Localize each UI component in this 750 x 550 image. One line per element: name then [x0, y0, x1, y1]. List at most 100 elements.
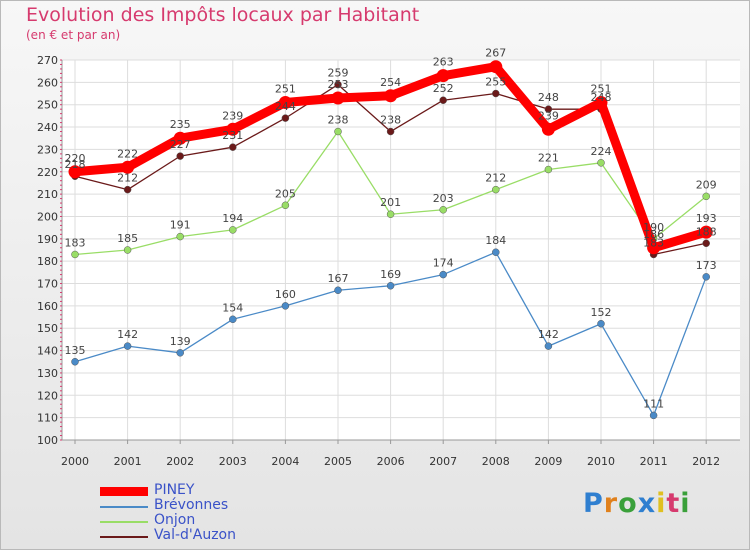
y-tick-label: 220 — [37, 166, 58, 179]
data-label-piney: 186 — [643, 228, 664, 241]
data-point-piney[interactable] — [594, 95, 608, 109]
proxiti-logo: Proxiti — [583, 488, 691, 519]
data-point-brevonnes[interactable] — [492, 248, 500, 256]
y-tick-label: 140 — [37, 345, 58, 358]
data-point-brevonnes[interactable] — [229, 315, 237, 324]
data-point-piney[interactable] — [173, 131, 187, 145]
data-label-brevonnes: 111 — [643, 397, 664, 410]
data-point-brevonnes[interactable] — [176, 349, 184, 357]
x-tick-label: 2007 — [429, 455, 457, 468]
data-point-val-d-auzon[interactable] — [281, 114, 290, 122]
x-tick-label: 2003 — [219, 455, 247, 468]
axes: 1001101201301401501601701801902002102202… — [37, 54, 740, 468]
legend-swatch-piney — [100, 487, 148, 496]
y-tick-label: 190 — [37, 233, 58, 246]
data-point-val-d-auzon[interactable] — [386, 127, 395, 136]
data-point-val-d-auzon[interactable] — [544, 105, 553, 113]
data-point-val-d-auzon[interactable] — [334, 80, 342, 89]
data-point-piney[interactable] — [489, 60, 503, 74]
data-label-piney: 239 — [222, 109, 243, 122]
data-label-onjon: 209 — [696, 178, 717, 191]
logo-letter: r — [603, 488, 619, 519]
legend-label-brevonnes: Brévonnes — [154, 497, 229, 513]
data-point-onjon[interactable] — [597, 159, 605, 167]
data-label-onjon: 190 — [643, 221, 664, 234]
data-label-val-d-auzon: 227 — [170, 138, 191, 151]
data-label-brevonnes: 174 — [433, 257, 454, 270]
y-tick-label: 230 — [37, 143, 58, 156]
data-point-brevonnes[interactable] — [702, 273, 710, 281]
x-tick-label: 2009 — [534, 455, 562, 468]
legend-label-onjon: Onjon — [154, 512, 196, 528]
legend-swatch-brevonnes — [100, 506, 148, 508]
series-piney — [68, 60, 713, 255]
data-point-onjon[interactable] — [702, 192, 710, 201]
x-tick-label: 2006 — [377, 455, 405, 468]
data-label-brevonnes: 139 — [170, 335, 191, 348]
data-label-brevonnes: 142 — [117, 328, 138, 341]
data-label-piney: 222 — [117, 147, 138, 160]
data-point-piney[interactable] — [436, 69, 450, 83]
logo-letter: i — [656, 488, 667, 519]
data-point-val-d-auzon[interactable] — [492, 89, 500, 98]
data-point-brevonnes[interactable] — [439, 270, 447, 279]
data-point-brevonnes[interactable] — [123, 342, 132, 350]
data-point-piney[interactable] — [384, 89, 398, 103]
data-point-val-d-auzon[interactable] — [439, 96, 447, 104]
data-point-brevonnes[interactable] — [71, 358, 79, 366]
data-point-brevonnes[interactable] — [334, 286, 342, 294]
y-tick-label: 250 — [37, 99, 58, 112]
data-point-onjon[interactable] — [71, 250, 79, 259]
data-label-val-d-auzon: 255 — [485, 76, 506, 89]
data-label-piney: 263 — [433, 56, 454, 69]
y-tick-label: 130 — [37, 367, 58, 380]
legend-swatch-val-dauzon — [100, 536, 148, 538]
data-point-piney[interactable] — [647, 241, 661, 255]
data-point-brevonnes[interactable] — [386, 282, 395, 290]
data-point-onjon[interactable] — [229, 226, 237, 234]
y-tick-label: 210 — [37, 188, 58, 201]
y-tick-label: 260 — [37, 76, 58, 89]
x-tick-label: 2008 — [482, 455, 510, 468]
data-point-onjon[interactable] — [492, 185, 500, 194]
data-label-onjon: 212 — [485, 172, 506, 185]
data-label-brevonnes: 173 — [696, 259, 717, 272]
data-label-val-d-auzon: 248 — [591, 91, 612, 104]
logo-letter: x — [637, 488, 657, 519]
x-tick-label: 2011 — [640, 455, 668, 468]
logo-letter: t — [666, 488, 681, 519]
data-point-piney[interactable] — [541, 122, 555, 136]
data-label-onjon: 238 — [328, 114, 349, 127]
data-point-piney[interactable] — [278, 95, 292, 109]
data-point-val-d-auzon[interactable] — [229, 143, 237, 151]
data-label-piney: 193 — [696, 212, 717, 225]
data-point-brevonnes[interactable] — [597, 320, 605, 328]
data-point-onjon[interactable] — [334, 127, 342, 136]
x-tick-label: 2000 — [61, 455, 89, 468]
data-point-val-d-auzon[interactable] — [176, 152, 184, 160]
data-point-onjon[interactable] — [176, 232, 184, 241]
data-point-onjon[interactable] — [123, 246, 132, 254]
data-point-piney[interactable] — [699, 225, 713, 239]
data-point-brevonnes[interactable] — [544, 342, 553, 350]
data-label-onjon: 205 — [275, 187, 296, 200]
data-point-onjon[interactable] — [386, 210, 395, 218]
data-point-onjon[interactable] — [439, 206, 447, 214]
data-label-brevonnes: 152 — [591, 306, 612, 319]
data-point-onjon[interactable] — [281, 201, 290, 210]
data-point-piney[interactable] — [121, 160, 135, 174]
data-point-val-d-auzon[interactable] — [123, 185, 132, 194]
data-label-val-d-auzon: 218 — [65, 158, 86, 171]
data-point-piney[interactable] — [68, 165, 82, 179]
legend-label-val-dauzon: Val-d'Auzon — [154, 527, 236, 543]
data-point-val-d-auzon[interactable] — [702, 239, 710, 248]
legend-swatch-onjon — [100, 521, 148, 523]
data-point-brevonnes[interactable] — [649, 411, 658, 420]
data-point-piney[interactable] — [331, 91, 345, 105]
x-tick-label: 2002 — [166, 455, 194, 468]
series-brevonnes — [71, 248, 710, 420]
data-point-brevonnes[interactable] — [281, 302, 290, 310]
data-label-val-d-auzon: 183 — [643, 236, 664, 249]
data-point-piney[interactable] — [226, 122, 240, 136]
data-point-onjon[interactable] — [544, 165, 553, 174]
